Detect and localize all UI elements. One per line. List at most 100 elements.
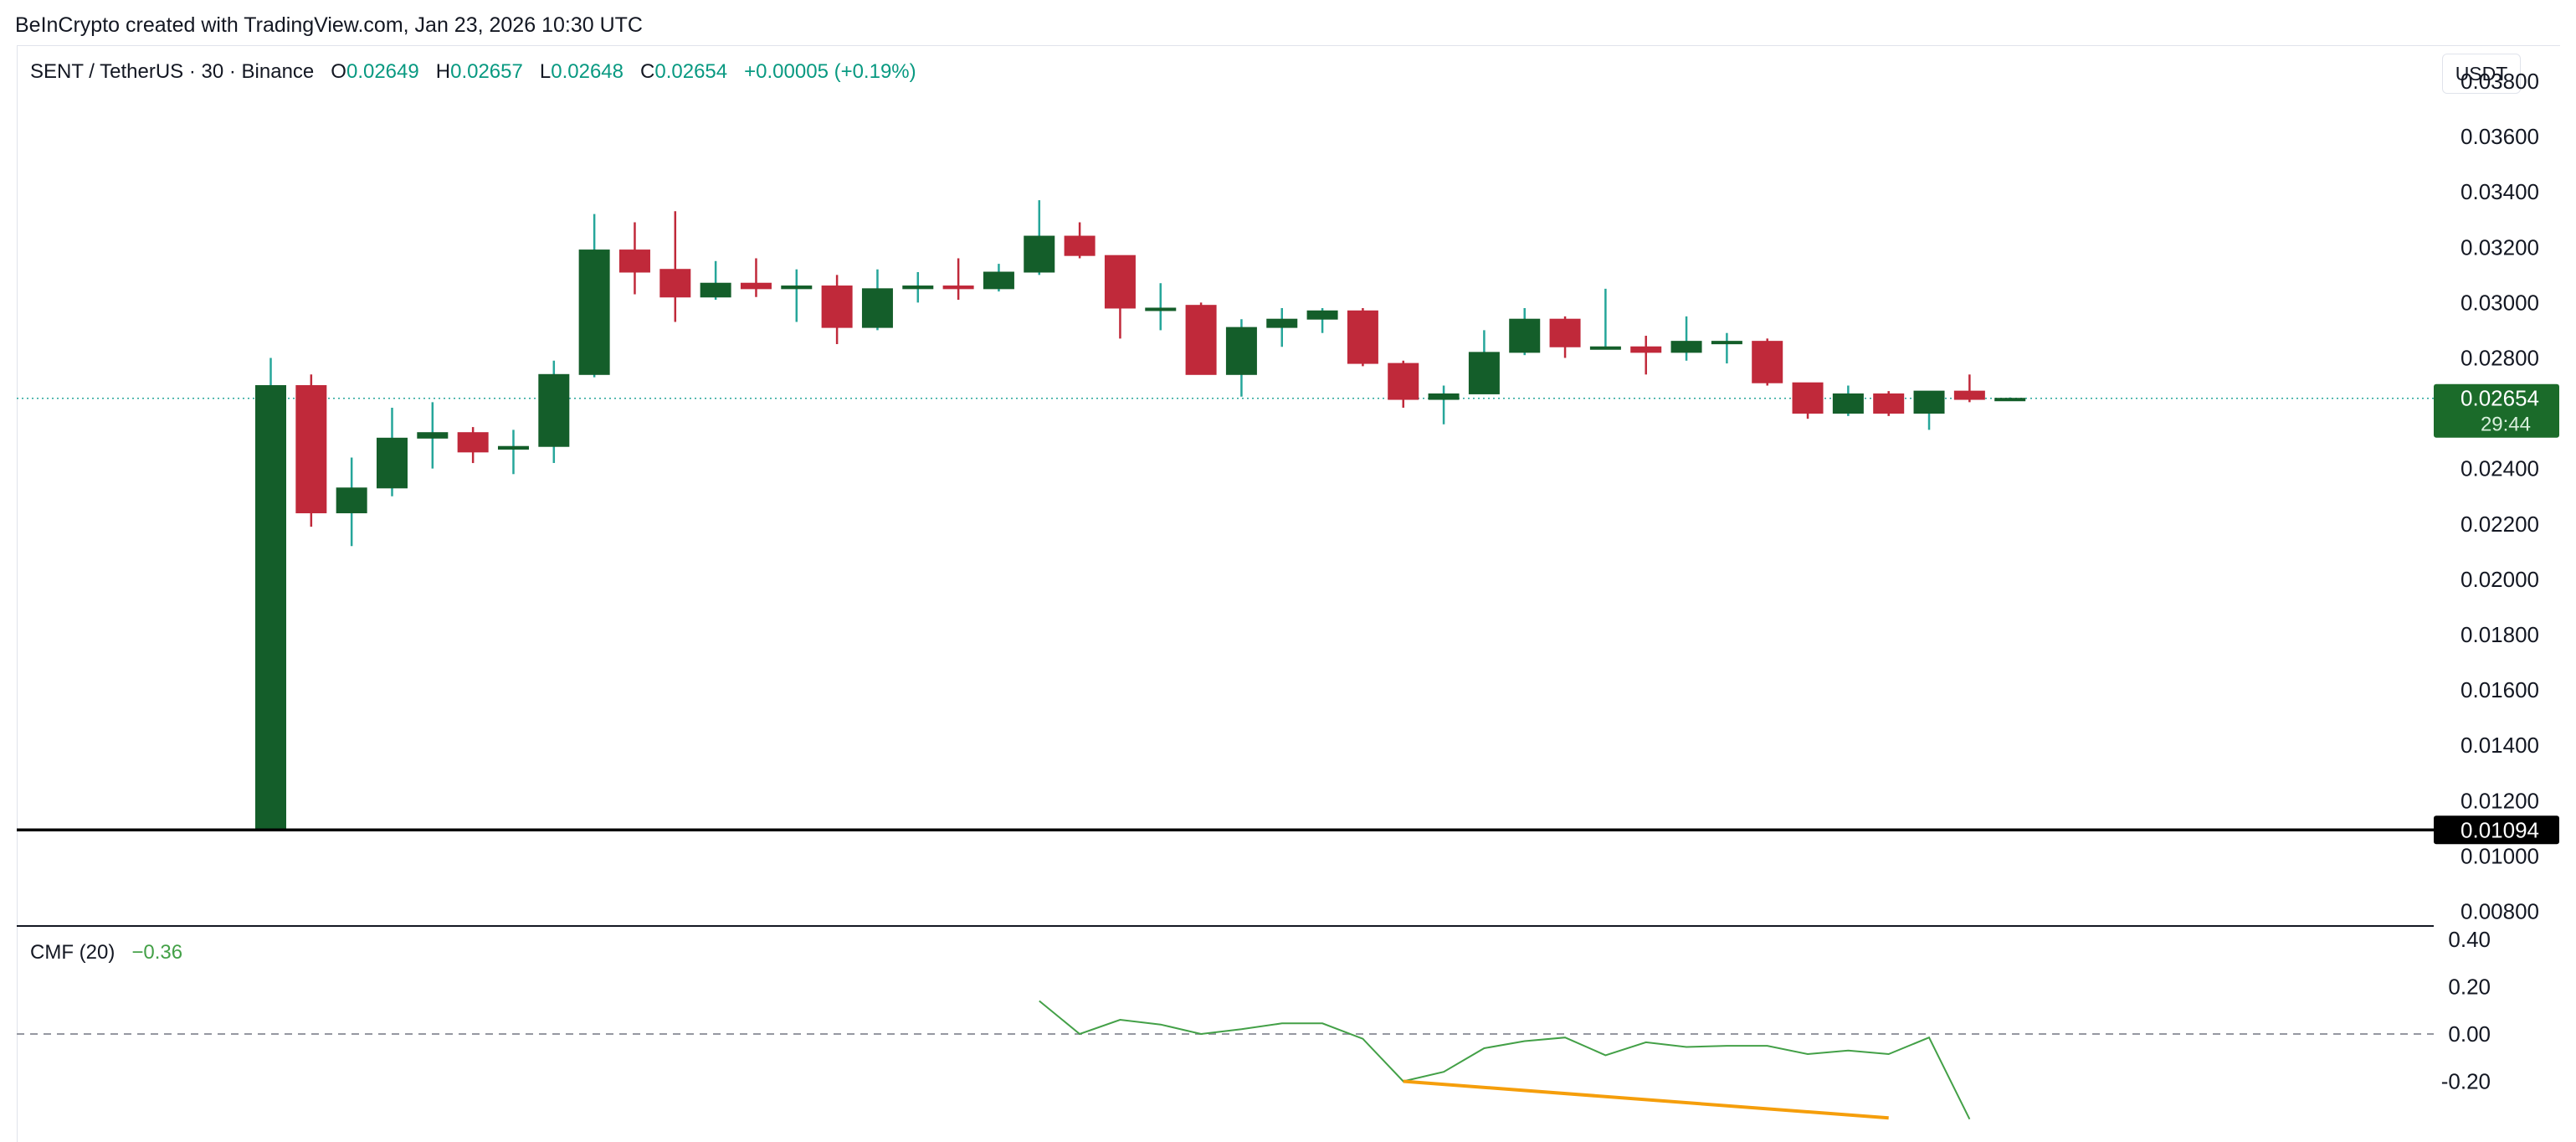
candle [618, 222, 650, 295]
candle [700, 260, 731, 301]
chart-credit: BeInCrypto created with TradingView.com,… [15, 13, 643, 37]
candle [1225, 319, 1257, 397]
candle [1145, 283, 1177, 331]
candle-body [1953, 390, 1985, 400]
price-axis-tick: 0.03200 [2461, 234, 2539, 260]
price-axis-tick: 0.01200 [2461, 788, 2539, 813]
candle [578, 213, 610, 378]
candle [1913, 390, 1945, 430]
price-axis-tick: 0.02800 [2461, 345, 2539, 370]
cmf-legend: CMF (20) −0.36 [30, 941, 182, 965]
candle [1104, 255, 1136, 339]
close-value: 0.02654 [654, 60, 728, 83]
candle [1873, 391, 1905, 416]
candle [861, 269, 893, 331]
candle-body [497, 445, 529, 450]
price-axis-tick: 0.00800 [2461, 898, 2539, 923]
candle [376, 407, 408, 496]
cmf-axis-tick: -0.20 [2441, 1069, 2491, 1094]
high-value: 0.02657 [450, 60, 523, 83]
cmf-trendline [1403, 1079, 1889, 1120]
candle [336, 457, 367, 547]
candle-body [1913, 390, 1945, 414]
candle-body [1104, 255, 1136, 309]
candle-body [1306, 310, 1338, 320]
last-price-label: 0.02654 [2461, 386, 2539, 411]
candle [659, 211, 691, 322]
candle [1509, 307, 1541, 356]
candle [1024, 200, 1055, 275]
low-label: L [539, 60, 552, 83]
price-axis-tick: 0.02200 [2461, 512, 2539, 537]
candle [1064, 222, 1096, 259]
close-label: C [640, 60, 655, 83]
candle [1670, 316, 1702, 361]
candle-body [1670, 341, 1702, 353]
candle-body [983, 271, 1014, 290]
candle [1832, 385, 1864, 416]
price-axis-tick: 0.03800 [2461, 69, 2539, 94]
candle-body [659, 269, 691, 298]
candle-body [781, 286, 813, 290]
candle [902, 272, 934, 303]
candle-body [861, 288, 893, 328]
last-price-badge [2434, 383, 2559, 438]
candle-body [376, 437, 408, 489]
candle [942, 258, 974, 301]
candle-body [1185, 305, 1217, 375]
candle-body [295, 385, 327, 514]
candle [1549, 316, 1581, 358]
candle [255, 358, 286, 831]
candle-body [618, 249, 650, 273]
candle-body [1428, 393, 1460, 400]
currency-button[interactable]: USDT [2442, 54, 2521, 94]
cmf-current-value: −0.36 [131, 941, 183, 964]
symbol-legend: SENT / TetherUS · 30 · Binance O0.02649 … [30, 60, 916, 84]
candle [1185, 302, 1217, 375]
open-value: 0.02649 [346, 60, 419, 83]
candle-body [902, 286, 934, 290]
candle [295, 374, 327, 527]
price-axis-tick: 0.01600 [2461, 677, 2539, 702]
candle [1792, 382, 1824, 419]
candle-body [1266, 318, 1298, 328]
candle [1994, 397, 2026, 402]
open-label: O [331, 60, 346, 83]
candle [1347, 307, 1378, 367]
candle-body [1468, 352, 1500, 394]
candle-body [1792, 382, 1824, 414]
candle-body [1388, 363, 1419, 400]
candle-body [942, 286, 974, 290]
candle [1589, 288, 1621, 350]
candle [1428, 385, 1460, 424]
candle-body [740, 282, 772, 290]
candle [1711, 332, 1742, 364]
candle [983, 264, 1014, 292]
price-axis-tick: 0.03400 [2461, 179, 2539, 204]
candle-body [1832, 393, 1864, 414]
symbol-name[interactable]: SENT / TetherUS · 30 · Binance [30, 60, 315, 83]
candle-body [1064, 235, 1096, 256]
price-axis-tick: 0.03600 [2461, 124, 2539, 149]
low-value: 0.02648 [551, 60, 623, 83]
candle [1630, 336, 1662, 375]
candle-body [1225, 327, 1257, 375]
cmf-line [1039, 1000, 1971, 1120]
candle-body [1549, 318, 1581, 347]
candle-body [1711, 341, 1742, 345]
candle-body [1509, 318, 1541, 353]
change-value: +0.00005 (+0.19%) [744, 60, 916, 83]
candle-body [578, 249, 610, 375]
cmf-axis-tick: 0.20 [2448, 975, 2491, 1000]
candle-body [1347, 310, 1378, 364]
candle-body [1024, 235, 1055, 273]
price-axis-tick: 0.02400 [2461, 456, 2539, 481]
cmf-title[interactable]: CMF (20) [30, 941, 115, 964]
candle-body [1145, 307, 1177, 311]
price-axis-tick: 0.01000 [2461, 843, 2539, 868]
level-price-label: 0.01094 [2461, 817, 2539, 842]
price-axis-tick: 0.01800 [2461, 622, 2539, 647]
level-price-badge [2434, 815, 2559, 845]
price-axis-tick: 0.02000 [2461, 567, 2539, 592]
